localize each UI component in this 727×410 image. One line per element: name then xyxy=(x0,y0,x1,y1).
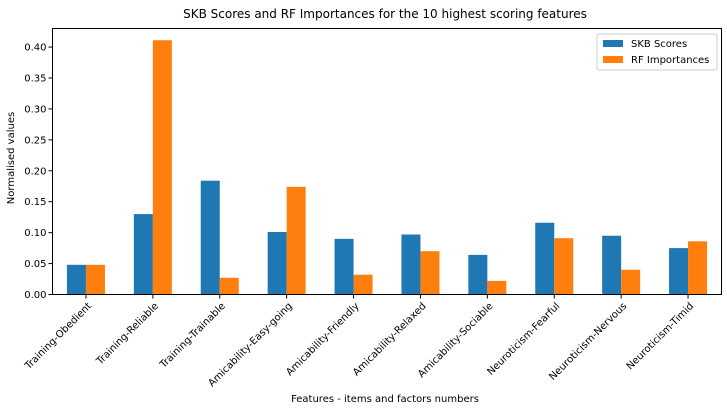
x-tick-label: Neuroticism-Nervous xyxy=(547,301,629,383)
bar-skb-score xyxy=(669,248,689,295)
x-tick-label: Amicability-Sociable xyxy=(416,301,495,380)
y-tick-label: 0.15 xyxy=(24,197,46,208)
y-axis-label: Normalised values xyxy=(6,112,17,204)
bar-skb-score xyxy=(133,214,153,295)
bar-skb-score xyxy=(602,235,622,295)
legend: SKB Scores RF Importances xyxy=(596,33,718,71)
bar-skb-score xyxy=(535,222,555,295)
legend-swatch xyxy=(603,56,623,63)
bar-skb-score xyxy=(66,264,86,295)
bar-rf-importance xyxy=(152,40,172,295)
bar-skb-score xyxy=(200,180,220,295)
y-axis-ticks: 0.00 0.05 0.10 0.15 0.20 0.25 0.30 0.35 0.40 xyxy=(24,43,53,301)
bar-rf-importance xyxy=(487,280,507,295)
y-tick-label: 0.00 xyxy=(24,290,46,301)
legend-label: RF Importances xyxy=(631,55,709,66)
legend-box xyxy=(596,33,718,71)
bar-series xyxy=(66,40,708,295)
legend-swatch xyxy=(603,40,623,47)
bar-rf-importance xyxy=(85,264,105,295)
bar-skb-score xyxy=(468,254,488,295)
bar-rf-importance xyxy=(286,186,306,295)
x-tick-label: Training-Obedient xyxy=(22,301,94,373)
chart-title: SKB Scores and RF Importances for the 10… xyxy=(183,7,587,21)
y-tick-label: 0.10 xyxy=(24,228,46,239)
x-tick-label: Training-Reliable xyxy=(94,301,161,368)
bar-rf-importance xyxy=(420,251,440,295)
x-tick-label: Neuroticism-Fearful xyxy=(485,301,562,378)
y-tick-label: 0.30 xyxy=(24,104,46,115)
bar-rf-importance xyxy=(554,238,574,295)
x-tick-label: Amicability-Friendly xyxy=(284,301,361,378)
x-axis-label: Features - items and factors numbers xyxy=(291,394,479,405)
x-tick-label: Training-Trainable xyxy=(157,301,227,371)
y-tick-label: 0.20 xyxy=(24,166,46,177)
x-tick-label: Amicability-Relaxed xyxy=(351,301,429,379)
y-tick-label: 0.35 xyxy=(24,73,46,84)
plot-frame xyxy=(52,28,722,295)
bar-skb-score xyxy=(267,232,287,295)
legend-label: SKB Scores xyxy=(631,39,687,50)
bar-rf-importance xyxy=(621,269,641,295)
y-tick-label: 0.40 xyxy=(24,43,46,54)
bar-rf-importance xyxy=(353,274,373,295)
y-tick-label: 0.25 xyxy=(24,135,46,146)
x-axis-ticks: Training-Obedient Training-ReliableTraini… xyxy=(22,294,696,389)
bar-skb-score xyxy=(334,238,354,295)
x-tick-label: Neuroticism-Timid xyxy=(625,301,696,372)
bar-skb-score xyxy=(401,234,421,295)
y-tick-label: 0.05 xyxy=(24,259,46,270)
bar-rf-importance xyxy=(219,277,239,295)
bar-rf-importance xyxy=(688,241,708,295)
